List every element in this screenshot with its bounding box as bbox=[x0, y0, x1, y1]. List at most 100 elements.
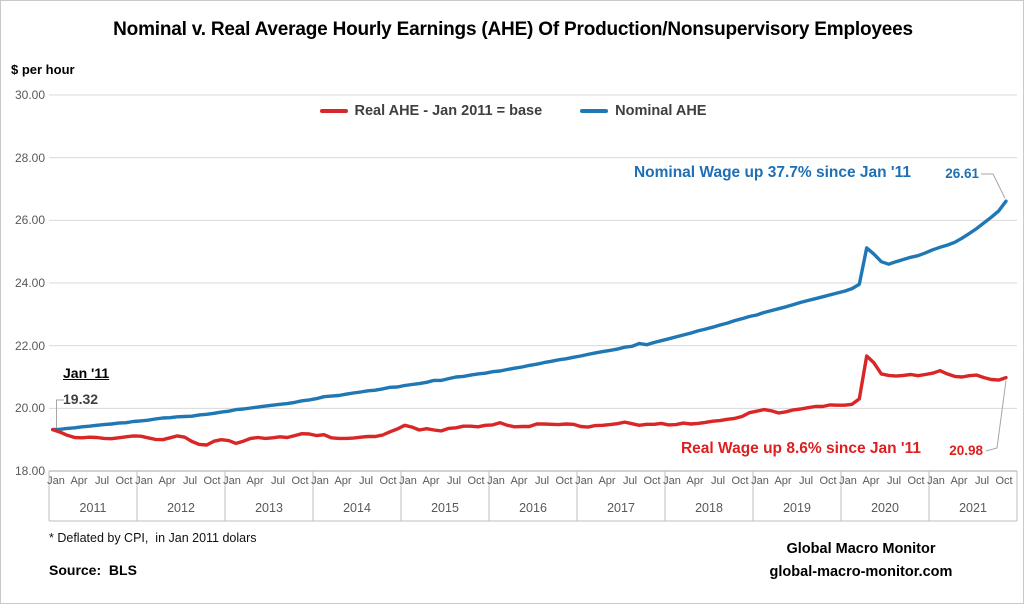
x-tick-month-label: Apr bbox=[422, 475, 440, 487]
x-tick-year-label: 2016 bbox=[519, 501, 547, 515]
x-tick-month-label: Oct bbox=[819, 475, 837, 487]
branding-block: Global Macro Monitor global-macro-monito… bbox=[746, 538, 976, 584]
x-tick-month-label: Jan bbox=[575, 475, 593, 487]
x-tick-year-label: 2014 bbox=[343, 501, 371, 515]
y-axis-unit-label: $ per hour bbox=[11, 62, 75, 77]
x-tick-month-label: Apr bbox=[686, 475, 704, 487]
x-tick-month-label: Jul bbox=[94, 475, 110, 487]
x-tick-month-label: Apr bbox=[510, 475, 528, 487]
x-axis-year-cell: Jan Apr Jul Oct 2018 bbox=[663, 475, 753, 521]
x-tick-month-label: Oct bbox=[555, 475, 573, 487]
x-tick-month-label: Apr bbox=[774, 475, 792, 487]
real-ahe-line bbox=[51, 354, 1008, 447]
x-tick-month-label: Apr bbox=[598, 475, 616, 487]
chart-title: Nominal v. Real Average Hourly Earnings … bbox=[113, 19, 913, 40]
legend-label-real: Real AHE - Jan 2011 = base bbox=[354, 103, 543, 119]
real-value-connector bbox=[985, 380, 1007, 452]
x-axis-year-cell: Jan Apr Jul Oct 2020 bbox=[839, 475, 929, 521]
y-tick-label: 18.00 bbox=[14, 464, 45, 478]
annotation-real-note: Real Wage up 8.6% since Jan '11 bbox=[680, 440, 921, 457]
x-tick-year-label: 2018 bbox=[695, 501, 723, 515]
x-tick-month-label: Oct bbox=[291, 475, 309, 487]
x-tick-month-label: Jul bbox=[446, 475, 462, 487]
x-tick-year-label: 2017 bbox=[607, 501, 635, 515]
x-tick-year-label: 2019 bbox=[783, 501, 811, 515]
y-tick-label: 30.00 bbox=[14, 88, 45, 102]
chart-legend: Real AHE - Jan 2011 = base Nominal AHE bbox=[1, 103, 1023, 119]
x-tick-month-label: Jul bbox=[182, 475, 198, 487]
x-tick-month-label: Jan bbox=[311, 475, 329, 487]
x-axis-year-cell: Jan Apr Jul Oct 2021 bbox=[927, 475, 1017, 521]
annotation-nominal-note: Nominal Wage up 37.7% since Jan '11 bbox=[633, 164, 911, 181]
x-tick-month-label: Oct bbox=[643, 475, 661, 487]
x-tick-year-label: 2015 bbox=[431, 501, 459, 515]
x-tick-year-label: 2012 bbox=[167, 501, 195, 515]
x-tick-month-label: Oct bbox=[995, 475, 1013, 487]
legend-label-nominal: Nominal AHE bbox=[615, 103, 707, 119]
x-tick-month-label: Apr bbox=[246, 475, 264, 487]
annotation-real-end-value: 20.98 bbox=[949, 443, 983, 458]
annotation-start-date: Jan '11 bbox=[63, 365, 110, 381]
x-tick-month-label: Apr bbox=[950, 475, 968, 487]
y-tick-label: 20.00 bbox=[14, 401, 45, 416]
legend-item-real: Real AHE - Jan 2011 = base bbox=[319, 103, 543, 119]
x-tick-month-label: Oct bbox=[731, 475, 749, 487]
annotation-nominal-end-value: 26.61 bbox=[945, 166, 979, 181]
y-tick-label: 28.00 bbox=[14, 150, 45, 165]
x-axis-year-cell: Jan Apr Jul Oct 2011 bbox=[47, 475, 137, 521]
x-tick-month-label: Oct bbox=[115, 475, 133, 487]
x-tick-month-label: Apr bbox=[70, 475, 88, 487]
x-tick-year-label: 2013 bbox=[255, 501, 283, 515]
x-axis-year-cell: Jan Apr Jul Oct 2014 bbox=[311, 475, 401, 521]
y-tick-label: 22.00 bbox=[14, 338, 45, 353]
x-tick-year-label: 2011 bbox=[79, 501, 107, 515]
x-axis-year-cell: Jan Apr Jul Oct 2012 bbox=[135, 475, 225, 521]
y-tick-label: 24.00 bbox=[14, 276, 45, 290]
x-tick-month-label: Apr bbox=[862, 475, 880, 487]
x-tick-month-label: Jan bbox=[399, 475, 417, 487]
x-tick-month-label: Jul bbox=[358, 475, 374, 487]
annotation-start-value: 19.32 bbox=[63, 391, 99, 407]
start-value-bracket bbox=[56, 399, 64, 428]
y-tick-label: 26.00 bbox=[14, 213, 45, 228]
nominal-value-connector bbox=[981, 173, 1006, 199]
x-tick-month-label: Oct bbox=[467, 475, 485, 487]
footnote-source: Source: BLS bbox=[49, 562, 137, 578]
x-tick-month-label: Jan bbox=[751, 475, 769, 487]
x-tick-month-label: Jan bbox=[663, 475, 681, 487]
legend-item-nominal: Nominal AHE bbox=[580, 103, 706, 119]
footnote-deflator: * Deflated by CPI, in Jan 2011 dolars bbox=[49, 531, 257, 545]
x-tick-month-label: Jan bbox=[223, 475, 241, 487]
x-tick-month-label: Jul bbox=[622, 475, 638, 487]
x-tick-month-label: Jul bbox=[270, 475, 286, 487]
x-tick-year-label: 2021 bbox=[959, 501, 987, 515]
x-tick-month-label: Apr bbox=[334, 475, 352, 487]
x-tick-month-label: Jul bbox=[710, 475, 726, 487]
x-tick-month-label: Oct bbox=[907, 475, 925, 487]
x-tick-year-label: 2020 bbox=[871, 501, 899, 515]
nominal-line-swatch-icon bbox=[580, 109, 609, 113]
nominal-ahe-line bbox=[51, 199, 1008, 432]
branding-name: Global Macro Monitor bbox=[786, 541, 936, 557]
x-axis-year-cell: Jan Apr Jul Oct 2016 bbox=[487, 475, 577, 521]
x-axis-year-cell: Jan Apr Jul Oct 2019 bbox=[751, 475, 841, 521]
x-tick-month-label: Jan bbox=[839, 475, 857, 487]
x-tick-month-label: Jan bbox=[487, 475, 505, 487]
x-tick-month-label: Jul bbox=[886, 475, 902, 487]
x-axis-year-cell: Jan Apr Jul Oct 2017 bbox=[575, 475, 665, 521]
x-tick-month-label: Jan bbox=[927, 475, 945, 487]
x-tick-month-label: Oct bbox=[203, 475, 221, 487]
branding-url: global-macro-monitor.com bbox=[769, 564, 953, 580]
x-tick-month-label: Jul bbox=[534, 475, 550, 487]
x-tick-month-label: Jul bbox=[798, 475, 814, 487]
x-tick-month-label: Jan bbox=[135, 475, 153, 487]
x-tick-month-label: Jan bbox=[47, 475, 65, 487]
x-tick-month-label: Apr bbox=[158, 475, 176, 487]
x-tick-month-label: Jul bbox=[974, 475, 990, 487]
real-line-swatch-icon bbox=[319, 109, 348, 113]
x-axis-year-cell: Jan Apr Jul Oct 2015 bbox=[399, 475, 489, 521]
x-tick-month-label: Oct bbox=[379, 475, 397, 487]
x-axis-year-cell: Jan Apr Jul Oct 2013 bbox=[223, 475, 313, 521]
